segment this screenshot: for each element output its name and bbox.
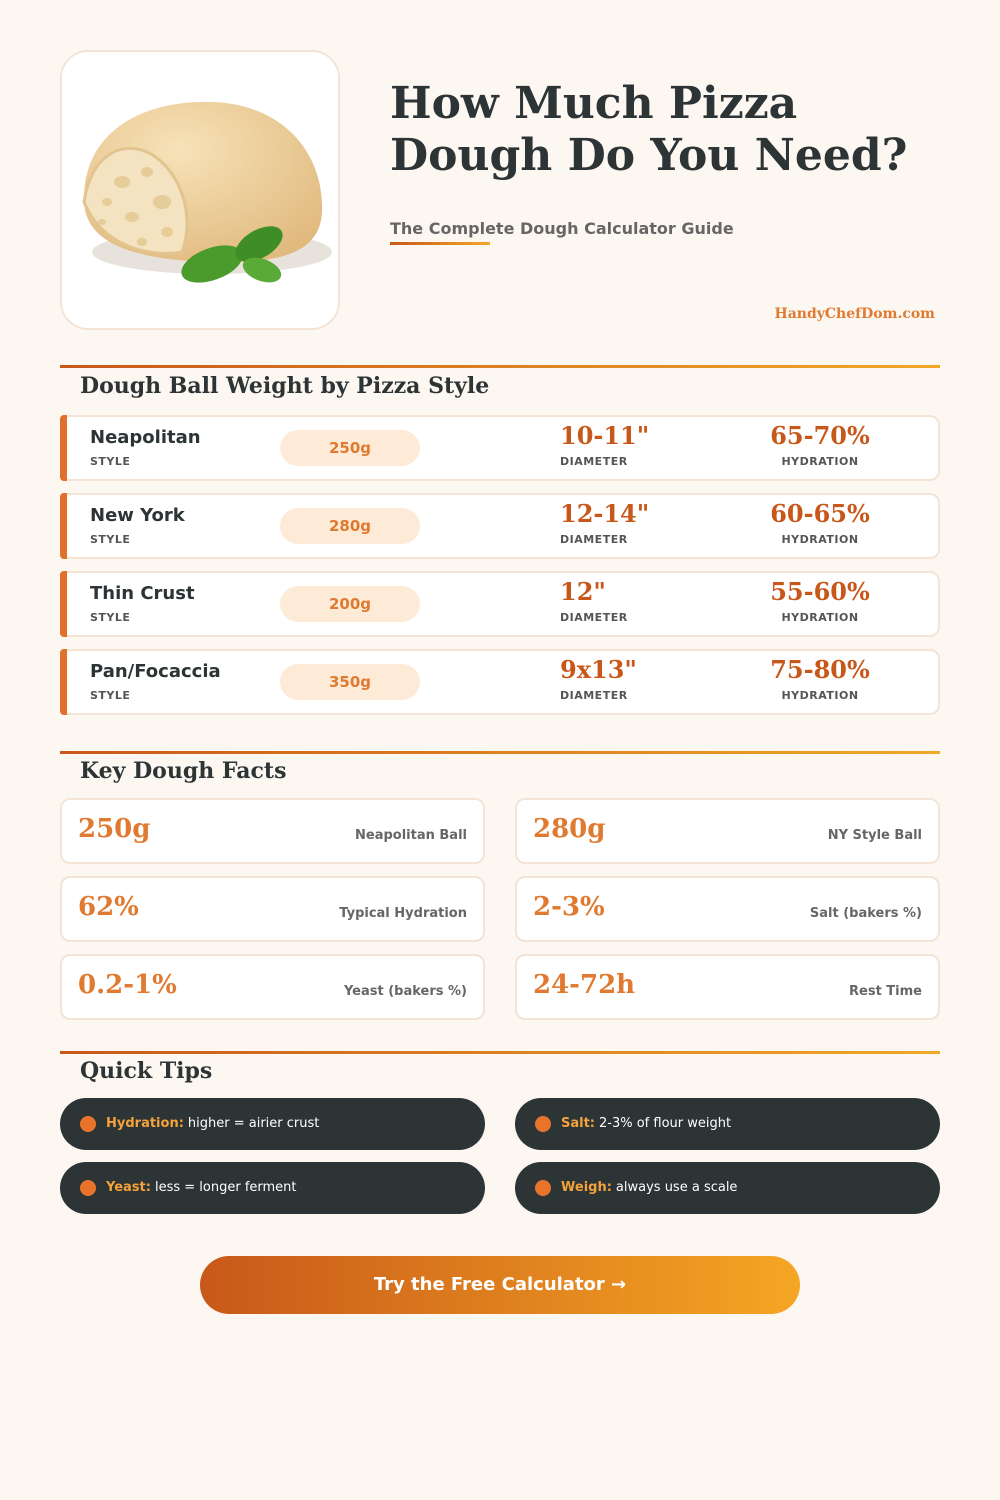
section-heading: Dough Ball Weight by Pizza Style: [80, 373, 490, 399]
style-name: Neapolitan: [90, 427, 201, 448]
column-label: STYLE: [90, 455, 131, 468]
image-card: [60, 50, 340, 330]
hydration-value: 60-65%: [770, 499, 870, 528]
tip-dot: [535, 1116, 551, 1132]
tip-label: Hydration:: [106, 1116, 184, 1131]
fact-label: Typical Hydration: [339, 906, 467, 921]
fact-card: 0.2-1% Yeast (bakers %): [60, 954, 485, 1020]
column-label: DIAMETER: [560, 533, 628, 546]
style-name: New York: [90, 505, 185, 526]
column-label: DIAMETER: [560, 611, 628, 624]
subtitle: The Complete Dough Calculator Guide: [390, 219, 734, 238]
hydration-value: 75-80%: [770, 655, 870, 684]
fact-card: 250g Neapolitan Ball: [60, 798, 485, 864]
tip-line: Salt: 2-3% of flour weight: [561, 1116, 731, 1131]
column-label: STYLE: [90, 533, 131, 546]
tip-text: less = longer ferment: [154, 1180, 297, 1195]
diameter-value: 12-14": [560, 499, 650, 528]
tip-dot: [80, 1180, 96, 1196]
section-divider: [60, 1051, 940, 1054]
style-name: Thin Crust: [90, 583, 195, 604]
tip-line: Weigh: always use a scale: [561, 1180, 737, 1195]
column-label: HYDRATION: [781, 533, 859, 546]
row-accent: [60, 649, 67, 715]
fact-value: 250g: [78, 814, 151, 844]
fact-value: 0.2-1%: [78, 970, 177, 1000]
column-label: STYLE: [90, 689, 131, 702]
row-accent: [60, 415, 67, 481]
style-name: Pan/Focaccia: [90, 661, 221, 682]
fact-card: 2-3% Salt (bakers %): [515, 876, 940, 942]
tip-line: Yeast: less = longer ferment: [106, 1180, 297, 1195]
weight-pill: 200g: [280, 586, 420, 622]
weight-pill: 280g: [280, 508, 420, 544]
hydration-value: 55-60%: [770, 577, 870, 606]
fact-card: 24-72h Rest Time: [515, 954, 940, 1020]
hydration-value: 65-70%: [770, 421, 870, 450]
column-label: DIAMETER: [560, 455, 628, 468]
style-row: Neapolitan STYLE 250g 10-11" DIAMETER 65-70% H…: [60, 415, 940, 481]
tip-text: always use a scale: [615, 1180, 738, 1195]
cta-button[interactable]: Try the Free Calculator →: [200, 1256, 800, 1314]
dough-illustration: [82, 101, 332, 283]
fact-value: 2-3%: [533, 892, 605, 922]
style-row: Thin Crust STYLE 200g 12" DIAMETER 55-60% HYDR…: [60, 571, 940, 637]
tip-line: Hydration: higher = airier crust: [106, 1116, 319, 1131]
title-line: Dough Do You Need?: [390, 130, 908, 181]
fact-card: 62% Typical Hydration: [60, 876, 485, 942]
section-divider: [60, 365, 940, 368]
column-label: HYDRATION: [781, 455, 859, 468]
tip-dot: [535, 1180, 551, 1196]
tip-dot: [80, 1116, 96, 1132]
fact-value: 24-72h: [533, 970, 636, 1000]
diameter-value: 12": [560, 577, 606, 606]
tip-label: Salt:: [561, 1116, 596, 1131]
section-heading: Key Dough Facts: [80, 758, 287, 784]
section-heading: Quick Tips: [80, 1058, 213, 1084]
weight-pill: 350g: [280, 664, 420, 700]
fact-label: Neapolitan Ball: [355, 828, 467, 843]
tip-pill: Salt: 2-3% of flour weight: [515, 1098, 940, 1150]
fact-label: NY Style Ball: [827, 828, 922, 843]
fact-label: Rest Time: [849, 984, 922, 999]
tip-label: Weigh:: [561, 1180, 612, 1195]
tip-text: higher = airier crust: [187, 1116, 320, 1131]
column-label: HYDRATION: [781, 611, 859, 624]
tip-pill: Yeast: less = longer ferment: [60, 1162, 485, 1214]
title-line: How Much Pizza: [390, 78, 798, 129]
tip-text: 2-3% of flour weight: [599, 1116, 732, 1131]
fact-value: 280g: [533, 814, 606, 844]
row-accent: [60, 493, 67, 559]
site-name: HandyChefDom.com: [774, 306, 936, 322]
fact-card: 280g NY Style Ball: [515, 798, 940, 864]
column-label: DIAMETER: [560, 689, 628, 702]
tip-pill: Hydration: higher = airier crust: [60, 1098, 485, 1150]
tip-label: Yeast:: [106, 1180, 151, 1195]
subtitle-underline: [390, 242, 490, 245]
diameter-value: 10-11": [560, 421, 650, 450]
column-label: HYDRATION: [781, 689, 859, 702]
column-label: STYLE: [90, 611, 131, 624]
weight-pill: 250g: [280, 430, 420, 466]
style-row: New York STYLE 280g 12-14" DIAMETER 60-65% HYD…: [60, 493, 940, 559]
fact-label: Salt (bakers %): [809, 906, 922, 921]
tip-pill: Weigh: always use a scale: [515, 1162, 940, 1214]
section-divider: [60, 751, 940, 754]
fact-value: 62%: [78, 892, 139, 922]
diameter-value: 9x13": [560, 655, 637, 684]
row-accent: [60, 571, 67, 637]
style-row: Pan/Focaccia STYLE 350g 9x13" DIAMETER 75-80%…: [60, 649, 940, 715]
fact-label: Yeast (bakers %): [343, 984, 467, 999]
